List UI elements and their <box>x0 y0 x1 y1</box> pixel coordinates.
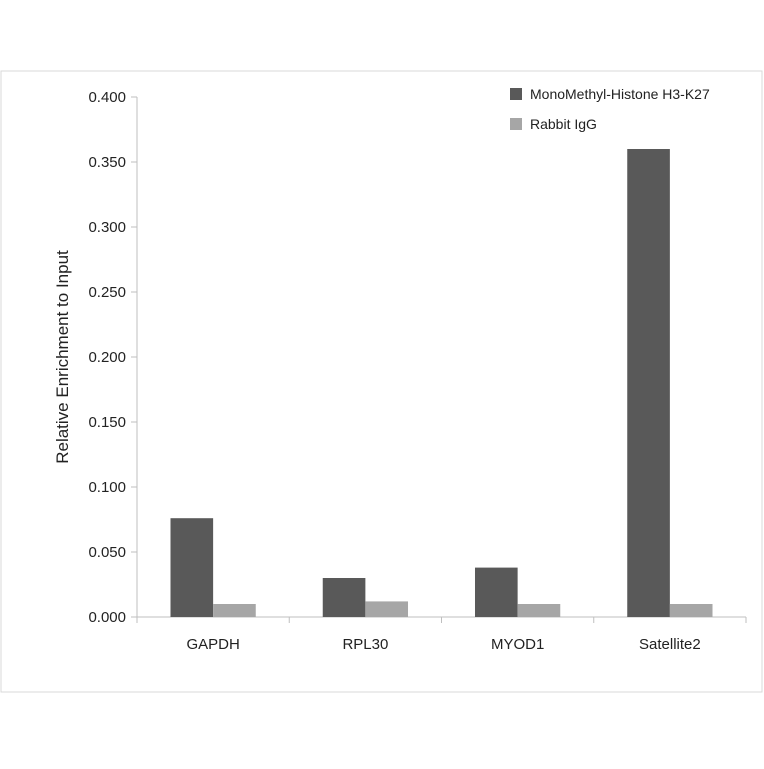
bar-rpl30-series-1 <box>322 578 366 617</box>
y-tick-label: 0.400 <box>88 89 126 106</box>
y-tick-label: 0.300 <box>88 219 126 236</box>
y-tick-label: 0.250 <box>88 284 126 301</box>
bar-satellite2-series-2 <box>669 604 713 617</box>
legend: MonoMethyl-Histone H3-K27 Rabbit IgG <box>510 86 710 132</box>
y-tick-label: 0.350 <box>88 154 126 171</box>
x-axis-dividers <box>136 617 747 623</box>
x-tick-label: GAPDH <box>186 636 239 653</box>
legend-label-series-1: MonoMethyl-Histone H3-K27 <box>530 86 710 102</box>
legend-swatch-series-2 <box>510 118 522 130</box>
y-axis-label: Relative Enrichment to Input <box>53 250 72 464</box>
bars <box>170 149 713 617</box>
y-tick-label: 0.000 <box>88 609 126 626</box>
y-axis-ticks: 0.000 0.050 0.100 0.150 0.200 0.250 0.300 0.350… <box>88 89 137 626</box>
x-axis-labels: GAPDH RPL30 MYOD1 Satellite2 <box>186 636 700 653</box>
y-tick-label: 0.200 <box>88 349 126 366</box>
legend-label-series-2: Rabbit IgG <box>530 116 597 132</box>
bar-satellite2-series-1 <box>627 149 670 617</box>
x-tick-label: RPL30 <box>342 636 388 653</box>
y-tick-label: 0.150 <box>88 414 126 431</box>
x-tick-label: MYOD1 <box>491 636 544 653</box>
bar-myod1-series-1 <box>474 567 518 617</box>
y-tick-label: 0.050 <box>88 544 126 561</box>
bar-gapdh-series-2 <box>213 604 256 617</box>
bar-gapdh-series-1 <box>170 518 214 617</box>
bar-myod1-series-2 <box>517 604 561 617</box>
x-tick-label: Satellite2 <box>639 636 701 653</box>
bar-rpl30-series-2 <box>365 601 409 617</box>
y-tick-label: 0.100 <box>88 479 126 496</box>
legend-swatch-series-1 <box>510 88 522 100</box>
